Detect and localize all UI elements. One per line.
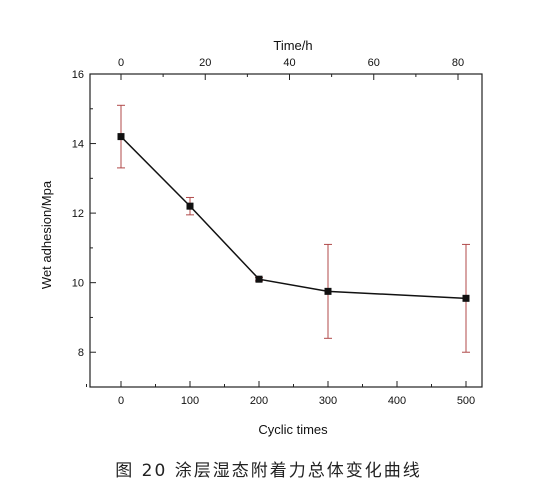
x-axis-title: Cyclic times [258,422,328,437]
top-tick-label: 20 [199,57,211,69]
top-tick-label: 0 [118,57,124,69]
x-tick-label: 500 [457,395,475,407]
y-tick-label: 10 [72,278,84,290]
data-point [462,294,470,302]
data-point [186,202,194,210]
series-line-group [120,136,467,300]
top-axis-title: Time/h [273,38,312,53]
y-tick-label: 16 [72,69,84,81]
x-tick-label: 100 [181,395,199,407]
data-point [117,133,125,141]
y-axis-title: Wet adhesion/Mpa [39,180,54,289]
plot-frame-group [89,73,483,388]
y-tick-label: 8 [78,347,84,359]
x-tick-label: 0 [118,395,124,407]
y-tick-label: 14 [72,139,84,151]
top-tick-label: 80 [452,57,464,69]
y-tick-label: 12 [72,208,84,220]
top-tick-label: 60 [368,57,380,69]
data-point [324,287,332,295]
plot-frame [89,73,483,388]
error-bars-group [117,104,470,353]
x-tick-label: 400 [388,395,406,407]
ticks-group: 0 100 200 300 400 500 0 20 40 60 80 8 10 12 14 16 [72,57,475,407]
top-tick-label: 40 [283,57,295,69]
figure-caption: 图 20 涂层湿态附着力总体变化曲线 [115,461,422,481]
data-point [255,275,263,283]
x-tick-label: 300 [319,395,337,407]
series-line [120,136,467,300]
x-tick-label: 200 [250,395,268,407]
markers-group [117,133,470,302]
